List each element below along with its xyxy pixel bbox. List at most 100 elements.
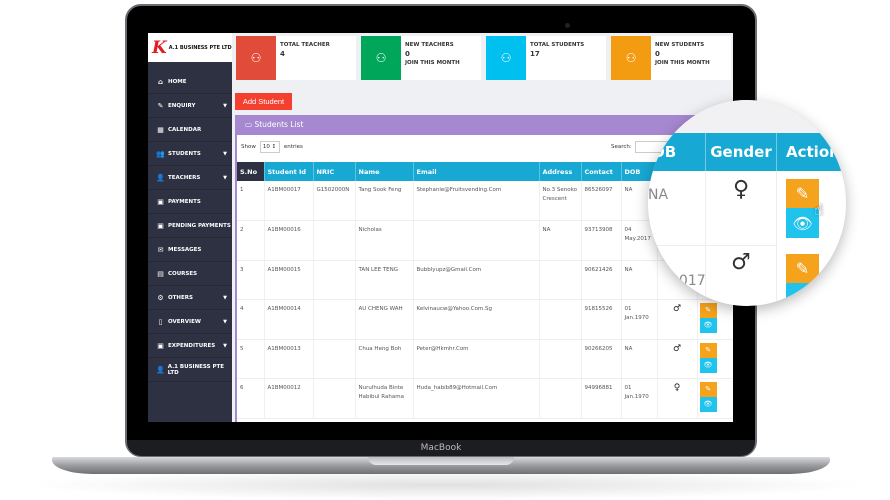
cell-nric [313,220,356,261]
stat-card: ⚇ NEW TEACHERS 0 JOIN THIS MONTH [361,36,481,80]
sidebar-item-students[interactable]: 👥 STUDENTS ▼ [148,142,232,166]
entries-select[interactable]: 10 ↕ [259,141,280,153]
envelope-icon: ✉ [157,245,164,254]
sidebar-item-messages[interactable]: ✉ MESSAGES [148,238,232,262]
card-subtitle: JOIN THIS MONTH [655,60,710,66]
cell-id: A1BM00012 [264,378,314,419]
shadow [20,470,870,500]
sidebar-item-pending-payments[interactable]: ▣ PENDING PAYMENTS [148,214,232,238]
cell-name: TAN LEE TENG [355,260,414,300]
sidebar-item-calendar[interactable]: ▦ CALENDAR [148,118,232,142]
cell-contact: 90621426 [581,260,622,300]
sidebar-item-label: OVERVIEW [168,318,201,325]
edit-button[interactable]: ✎ [699,303,717,318]
entries-label: entries [283,144,303,150]
mag-dob-value: NA [648,187,669,203]
hand-cursor-icon: ☝ [814,200,824,219]
edit-button[interactable]: ✎ [786,179,819,208]
cell-dob: 01 Jan.1970 [621,299,658,340]
cell-name: Nicholas [355,220,414,261]
male-icon: ♂ [657,299,698,340]
cell-address [539,339,582,379]
cell-address: No.3 Senoko Crescent [539,181,582,221]
sidebar-item-label: COURSES [168,270,198,277]
logo[interactable]: K A.1 BUSINESS PTE LTD [148,33,232,62]
edit-button[interactable]: ✎ [699,342,717,358]
view-button[interactable]: 👁 [786,208,819,238]
cell-nric [313,339,356,379]
column-header[interactable]: NRIC [313,162,356,181]
sidebar-item-others[interactable]: ⚙ OTHERS ▼ [148,286,232,310]
sidebar-item-label: ENQUIRY [168,102,196,109]
sidebar-item-a-1-business-pte-ltd[interactable]: 👤 A.1 BUSINESS PTE LTD [148,358,232,382]
cell-address [539,260,582,300]
male-icon: ♂ [706,246,777,306]
cell-contact: 91815526 [581,299,622,340]
entries-value: 10 [262,144,270,150]
view-button[interactable]: 👁 [699,397,717,412]
cell-sno: 2 [237,220,265,261]
user-icon: 👤 [156,365,165,374]
cell-id: A1BM00015 [264,260,314,300]
cell-sno: 4 [237,299,265,340]
user-icon: 👤 [156,173,165,182]
card-value: 0 [405,50,410,58]
card-value: 17 [530,50,540,58]
cogs-icon: ⚙ [157,293,164,302]
view-button[interactable]: 👁 [699,318,717,333]
stat-card: ⚇ NEW STUDENTS 0 JOIN THIS MONTH [611,36,731,80]
column-header[interactable]: S.No [237,162,265,181]
sidebar-item-enquiry[interactable]: ✎ ENQUIRY ▼ [148,94,232,118]
table-row: 4 A1BM00014 AU CHENG WAH Kelvinaucw@Yahoo.C… [237,299,733,340]
laptop-notch [368,457,514,465]
mag-dob-value-2: 2017 [670,273,706,289]
logo-text: A.1 BUSINESS PTE LTD [168,44,232,51]
users-icon: ⚇ [611,36,651,80]
column-header[interactable]: Email [413,162,540,181]
edit-button[interactable]: ✎ [786,254,819,283]
cell-dob: 01 Jan.1970 [621,378,658,419]
column-header[interactable]: Contact [581,162,622,181]
sidebar-item-label: EXPENDITURES [168,342,216,349]
sidebar-item-teachers[interactable]: 👤 TEACHERS ▼ [148,166,232,190]
sidebar-item-payments[interactable]: ▣ PAYMENTS [148,190,232,214]
sidebar-item-expenditures[interactable]: ▣ EXPENDITURES ▼ [148,334,232,358]
edit-button[interactable]: ✎ [699,382,717,397]
mag-header-action: Action [777,133,846,171]
caret-down-icon: ▼ [223,150,227,157]
stat-card: ⚇ TOTAL TEACHER 4 [236,36,356,80]
cell-address: NA [539,220,582,261]
card-title: TOTAL STUDENTS [530,42,585,48]
sidebar-item-overview[interactable]: ▯ OVERVIEW ▼ [148,310,232,334]
female-icon: ♀ [657,378,698,419]
view-button[interactable]: 👁 [699,357,717,373]
file-icon: ▯ [158,317,163,326]
stat-card: ⚇ TOTAL STUDENTS 17 [486,36,606,80]
view-button[interactable]: 👁 [786,283,819,306]
male-icon: ♂ [657,339,698,379]
users-icon: 👥 [156,149,165,158]
caret-down-icon: ▼ [223,318,227,325]
laptop-base [52,457,830,474]
sidebar-item-label: PAYMENTS [168,198,201,205]
sidebar-item-label: OTHERS [168,294,193,301]
card-title: NEW STUDENTS [655,42,705,48]
cell-sno: 5 [237,339,265,379]
cell-id: A1BM00013 [264,339,314,379]
card-value: 4 [280,50,285,58]
sidebar-item-courses[interactable]: ▤ COURSES [148,262,232,286]
column-header[interactable]: Name [355,162,414,181]
add-student-button[interactable]: Add Student [235,93,292,110]
cell-nric [313,378,356,419]
column-header[interactable]: Student Id [264,162,314,181]
sidebar-item-home[interactable]: ⌂ HOME [148,70,232,94]
cell-address [539,299,582,340]
table-row: 5 A1BM00013 Chua Heng Boh Peter@Hkmhr.Com 90… [237,339,733,379]
caret-down-icon: ▼ [223,102,227,109]
cell-contact: 94996881 [581,378,622,419]
camera [565,23,570,28]
column-header[interactable]: Address [539,162,582,181]
card-title: TOTAL TEACHER [280,42,330,48]
users-icon: ⚇ [486,36,526,80]
cell-sno: 1 [237,181,265,221]
